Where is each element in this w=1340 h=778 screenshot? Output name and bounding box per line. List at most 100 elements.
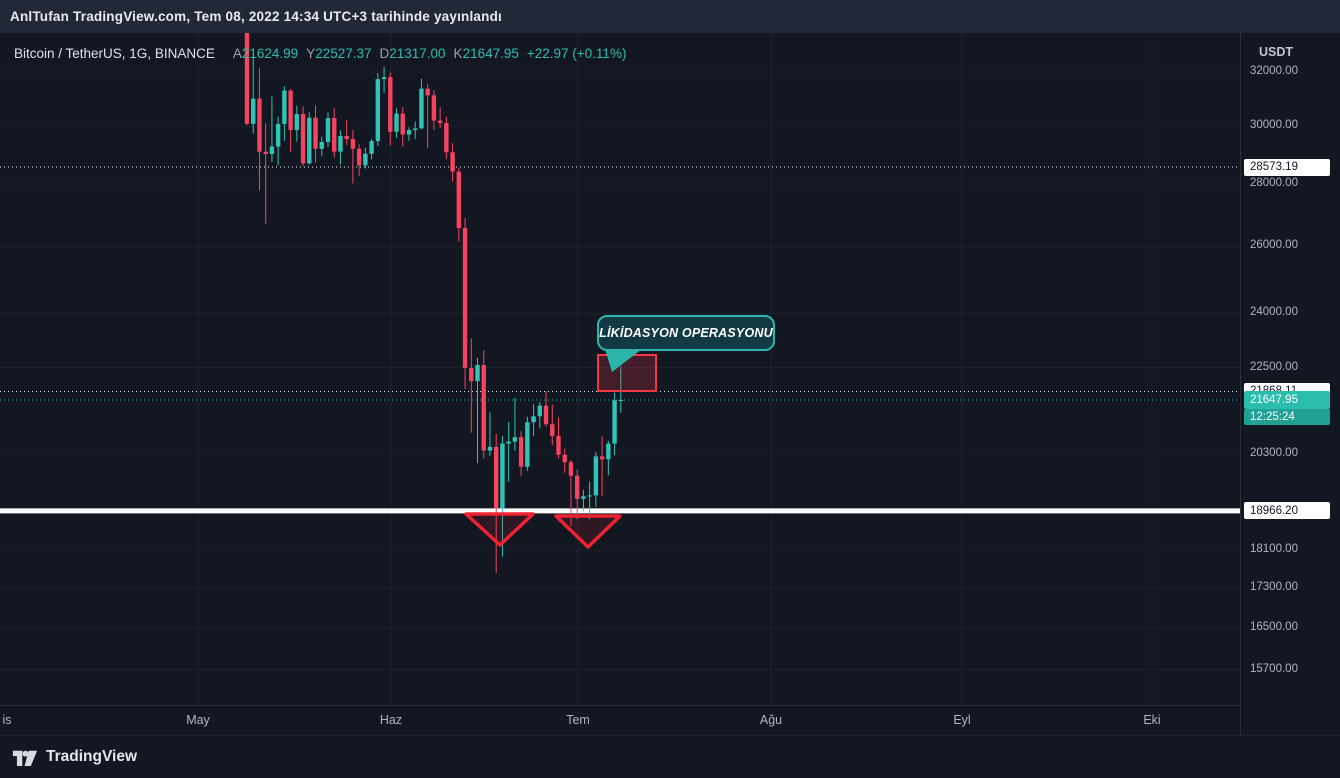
ohlc-value: 21624.99	[241, 46, 299, 61]
candle-body	[487, 446, 493, 451]
symbol-legend[interactable]: Bitcoin / TetherUS, 1G, BINANCE A21624.99…	[14, 46, 626, 61]
candle-body	[394, 113, 399, 132]
candle-body	[294, 113, 300, 131]
time-tick-label: Haz	[379, 713, 403, 727]
candle-body	[257, 98, 262, 152]
candle-body	[456, 171, 462, 229]
time-tick-label: May	[186, 713, 210, 727]
candle-body	[350, 139, 356, 149]
candle-body	[332, 118, 337, 152]
candle-body	[363, 153, 368, 166]
time-axis[interactable]: is May Haz Tem Ağu Eyl Eki	[0, 705, 1240, 736]
publish-info-text: AnlTufan TradingView.com, Tem 08, 2022 1…	[10, 9, 502, 24]
tradingview-logo-icon[interactable]	[12, 747, 38, 768]
candle-body	[494, 446, 499, 509]
candle-body	[500, 443, 505, 509]
footer-bar: TradingView	[0, 735, 1340, 778]
time-tick-label: Tem	[566, 713, 590, 727]
level-price-label: 18966.20	[1244, 502, 1330, 520]
candle-body	[581, 496, 586, 499]
ohlc-value: 21317.00	[389, 46, 446, 61]
candle-body	[300, 113, 306, 164]
tradingview-wordmark[interactable]: TradingView	[46, 748, 138, 765]
callout-label: LİKİDASYON OPERASYONU	[599, 326, 773, 340]
candle-body	[531, 416, 536, 423]
candle-body	[425, 88, 430, 96]
callout-tail	[605, 349, 642, 372]
price-tick-label: 20300.00	[1250, 446, 1298, 459]
candle-body	[375, 79, 381, 142]
candle-body	[462, 228, 468, 368]
candle-body	[431, 95, 437, 121]
time-tick-label: Eki	[1143, 713, 1161, 727]
candle-body	[251, 98, 256, 124]
candle-body	[525, 422, 530, 467]
candle-body	[269, 146, 275, 154]
candle-body	[419, 88, 424, 129]
candle-body	[369, 141, 374, 154]
candle-body	[518, 437, 524, 467]
chart-region: Bitcoin / TetherUS, 1G, BINANCE A21624.99…	[0, 33, 1340, 735]
ohlc-values: A21624.99 Y22527.37 D21317.00 K21647.95	[225, 46, 519, 61]
candle-body	[562, 454, 567, 463]
candle-body	[568, 462, 574, 476]
candle-body	[587, 495, 592, 497]
price-chart[interactable]	[0, 33, 1240, 705]
price-tick-label: 24000.00	[1250, 306, 1298, 319]
price-tick-label: 18100.00	[1250, 543, 1298, 556]
price-tick-label: 30000.00	[1250, 119, 1298, 132]
ohlc-key: A	[232, 46, 242, 61]
price-axis[interactable]: USDT 32000.00 30000.00 28000.00 26000.00 240…	[1240, 33, 1340, 735]
candle-body	[444, 123, 449, 153]
time-tick-label: is	[2, 713, 12, 727]
candle-body	[537, 405, 543, 417]
ohlc-value: 21647.95	[462, 46, 519, 61]
candle-body	[263, 151, 268, 154]
candle-body	[475, 364, 480, 382]
candle-body	[406, 130, 412, 135]
candle-body	[481, 364, 486, 451]
price-tick-label: 16500.00	[1250, 620, 1298, 633]
currency-label: USDT	[1259, 45, 1294, 59]
price-tick-label: 26000.00	[1250, 239, 1298, 252]
price-tick-label: 22500.00	[1250, 360, 1298, 373]
candle-body	[244, 33, 250, 124]
price-tick-label: 15700.00	[1250, 662, 1298, 675]
time-tick-label: Ağu	[759, 713, 783, 727]
candle-body	[388, 77, 393, 132]
publish-header-bar: AnlTufan TradingView.com, Tem 08, 2022 1…	[0, 0, 1340, 33]
liquidation-callout[interactable]: LİKİDASYON OPERASYONU	[597, 315, 775, 351]
candle-body	[574, 475, 580, 499]
candle-body	[618, 399, 623, 401]
triangle-marker[interactable]	[464, 512, 535, 547]
candle-body	[275, 123, 281, 147]
candle-body	[400, 113, 405, 135]
candle-body	[319, 141, 324, 149]
bar-countdown-label: 12:25:24	[1244, 408, 1330, 425]
candle-body	[307, 117, 312, 164]
candle-body	[543, 405, 549, 425]
chart-pane[interactable]: Bitcoin / TetherUS, 1G, BINANCE A21624.99…	[0, 33, 1240, 705]
candle-body	[506, 441, 511, 444]
ohlc-key: K	[453, 46, 463, 61]
time-tick-label: Eyl	[953, 713, 971, 727]
candle-body	[413, 128, 418, 131]
ohlc-key: D	[379, 46, 390, 61]
price-tick-label: 17300.00	[1250, 581, 1298, 594]
candle-body	[556, 435, 561, 455]
triangle-marker[interactable]	[554, 514, 622, 549]
candle-body	[450, 152, 455, 172]
candle-body	[325, 118, 331, 142]
price-tick-label: 28000.00	[1250, 177, 1298, 190]
candle-body	[469, 367, 474, 382]
candle-body	[512, 437, 518, 442]
candle-body	[550, 424, 555, 436]
candle-body	[288, 90, 293, 131]
level-price-label: 28573.19	[1244, 158, 1330, 176]
candle-body	[381, 77, 387, 80]
ohlc-key: Y	[306, 46, 316, 61]
candle-body	[599, 456, 605, 460]
ohlc-value: 22527.37	[315, 46, 372, 61]
candle-body	[344, 135, 349, 140]
candle-body	[356, 148, 362, 166]
